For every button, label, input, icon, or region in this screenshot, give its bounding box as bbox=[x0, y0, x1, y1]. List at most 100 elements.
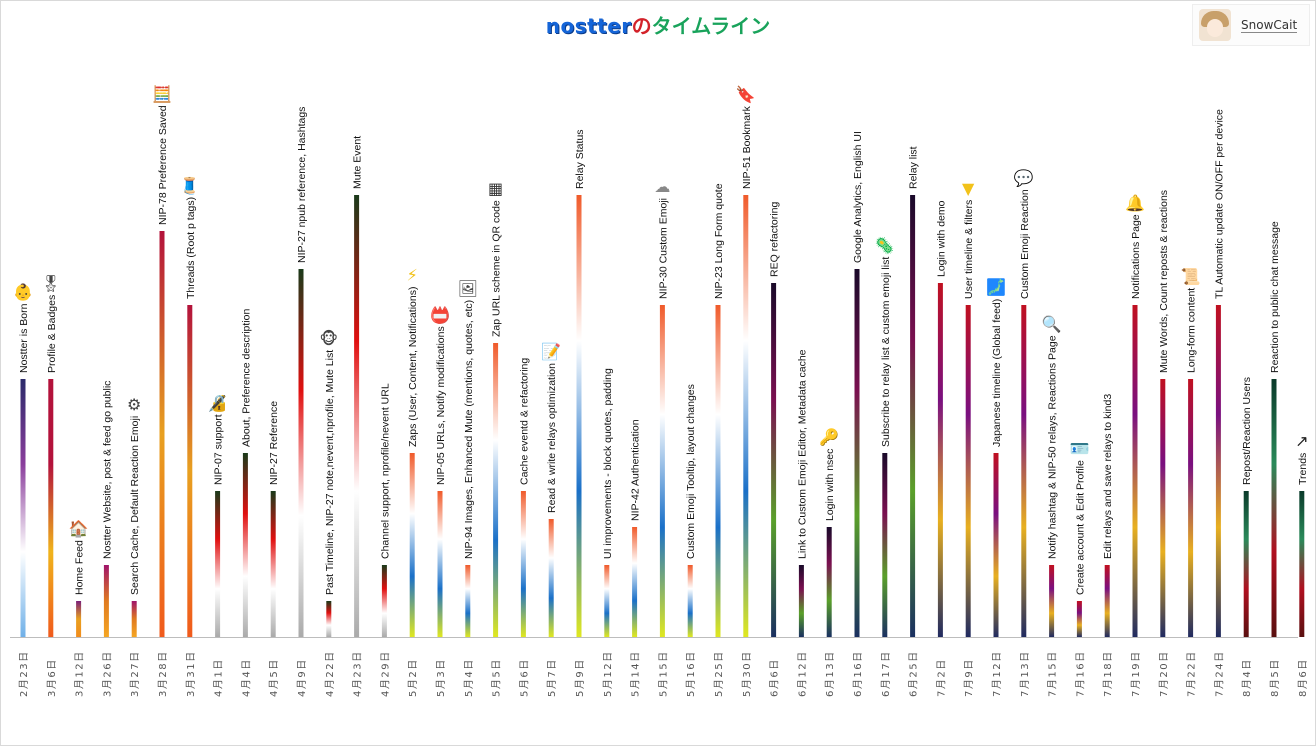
event-label: Relay list bbox=[908, 146, 920, 189]
date-label: 4月4日 bbox=[240, 658, 252, 697]
date-label: 7月13日 bbox=[1019, 650, 1031, 697]
event-bar bbox=[20, 379, 26, 637]
event-bar bbox=[1021, 305, 1027, 637]
event-bar bbox=[1188, 379, 1194, 637]
date-label: 3月27日 bbox=[129, 650, 141, 697]
event-label: Long-form content bbox=[1186, 288, 1198, 373]
date-label: 7月2日 bbox=[935, 658, 947, 697]
date-label: 5月4日 bbox=[463, 658, 475, 697]
trend-icon: ↗ bbox=[1295, 432, 1308, 451]
event-bar bbox=[215, 491, 221, 637]
avatar[interactable] bbox=[1199, 9, 1231, 41]
event-bar bbox=[1215, 305, 1221, 637]
date-label: 7月16日 bbox=[1074, 650, 1086, 697]
date-label: 8月5日 bbox=[1269, 658, 1281, 697]
event-label: NIP-23 Long Form quote bbox=[713, 183, 725, 299]
baby-icon: 👶 bbox=[13, 283, 33, 302]
event-label: Edit relays and save relays to kind3 bbox=[1102, 394, 1114, 559]
event-label: Zap URL scheme in QR code bbox=[491, 200, 503, 337]
event-label: Cache eventd & refactoring bbox=[518, 358, 530, 485]
name-badge-icon: 📛 bbox=[430, 305, 450, 324]
event-bar bbox=[242, 453, 248, 637]
event-bar bbox=[937, 283, 943, 637]
event-bar bbox=[270, 491, 276, 637]
event-label: TL Automatic update ON/OFF per device bbox=[1213, 109, 1225, 299]
event-bar bbox=[187, 305, 193, 637]
event-bar bbox=[965, 305, 971, 637]
date-label: 5月7日 bbox=[546, 658, 558, 697]
date-label: 6月25日 bbox=[908, 650, 920, 697]
event-bar bbox=[771, 283, 777, 637]
date-label: 4月1日 bbox=[213, 658, 225, 697]
event-bar bbox=[1160, 379, 1166, 637]
event-label: REQ refactoring bbox=[769, 202, 781, 277]
event-label: Home Feed bbox=[74, 540, 86, 595]
cloud-icon: ☁ bbox=[654, 177, 670, 196]
event-bar bbox=[715, 305, 721, 637]
event-label: Past Timeline, NIP-27 note,nevent,nprofi… bbox=[324, 350, 336, 595]
event-label: Japanese timeline (Global feed) bbox=[991, 299, 1003, 447]
date-label: 6月17日 bbox=[880, 650, 892, 697]
event-bar bbox=[298, 269, 304, 637]
date-label: 6月13日 bbox=[824, 650, 836, 697]
event-bar bbox=[687, 565, 693, 637]
event-label: NIP-07 support bbox=[213, 414, 225, 485]
event-label: Create account & Edit Profile bbox=[1074, 460, 1086, 595]
event-label: Search Cache, Default Reaction Emoji bbox=[129, 416, 141, 595]
date-label: 7月9日 bbox=[963, 658, 975, 697]
date-label: 3月31日 bbox=[185, 650, 197, 697]
event-label: Relay Status bbox=[574, 129, 586, 189]
event-label: Login with demo bbox=[935, 200, 947, 277]
event-bar bbox=[1076, 601, 1082, 637]
monkey-icon: 🐵 bbox=[320, 329, 339, 348]
event-bar bbox=[993, 453, 999, 637]
event-label: Threads (Root p tags) bbox=[185, 197, 197, 299]
user-name[interactable]: SnowCait bbox=[1241, 17, 1298, 33]
event-label: Nostter Website, post & feed go public bbox=[101, 381, 113, 559]
event-label: UI improvements - block quotes, padding bbox=[602, 368, 614, 559]
bookmark-icon: 🔖 bbox=[736, 85, 756, 104]
event-bar bbox=[659, 305, 665, 637]
event-label: About, Preference description bbox=[240, 309, 252, 447]
date-label: 4月5日 bbox=[268, 658, 280, 697]
date-label: 7月15日 bbox=[1047, 650, 1059, 697]
date-label: 3月26日 bbox=[101, 650, 113, 697]
event-bar bbox=[493, 343, 499, 637]
event-bar bbox=[604, 565, 610, 637]
event-label: Zaps (User, Content, Notifications) bbox=[407, 287, 419, 447]
date-label: 5月3日 bbox=[435, 658, 447, 697]
date-label: 8月6日 bbox=[1297, 658, 1309, 697]
nostter-logo: nostter bbox=[545, 14, 632, 38]
event-bar bbox=[854, 269, 860, 637]
date-label: 5月2日 bbox=[407, 658, 419, 697]
event-label: NIP-51 Bookmark bbox=[741, 105, 753, 189]
date-label: 5月16日 bbox=[685, 650, 697, 697]
date-label: 5月5日 bbox=[491, 658, 503, 697]
title-text: タイムライン bbox=[651, 14, 771, 38]
date-label: 6月16日 bbox=[852, 650, 864, 697]
magnifier-icon: 🔍 bbox=[1042, 314, 1062, 334]
date-label: 7月22日 bbox=[1186, 650, 1198, 697]
date-label: 5月25日 bbox=[713, 650, 725, 697]
event-label: NIP-42 Authentication bbox=[630, 419, 642, 521]
key-icon: 🔑 bbox=[819, 428, 839, 447]
event-bar bbox=[381, 565, 387, 637]
event-bar bbox=[465, 565, 471, 637]
date-label: 7月24日 bbox=[1213, 650, 1225, 697]
event-bar bbox=[409, 453, 415, 637]
event-bar bbox=[76, 601, 82, 637]
event-bar bbox=[826, 527, 832, 637]
user-profile[interactable]: SnowCait bbox=[1192, 4, 1310, 46]
event-label: Login with nsec bbox=[824, 449, 836, 521]
id-card-icon: 🪪 bbox=[1069, 439, 1089, 458]
date-label: 3月28日 bbox=[157, 650, 169, 697]
event-bar bbox=[326, 601, 332, 637]
event-bar bbox=[576, 195, 582, 637]
zap-icon: ⚡ bbox=[407, 266, 418, 285]
bell-icon: 🔔 bbox=[1125, 193, 1145, 212]
event-label: NIP-27 npub reference, Hashtags bbox=[296, 107, 308, 263]
qr-zap-icon: ▦ bbox=[488, 179, 503, 198]
bubble-icon: 💬 bbox=[1014, 168, 1034, 187]
event-label: Notifications Page bbox=[1130, 214, 1142, 299]
